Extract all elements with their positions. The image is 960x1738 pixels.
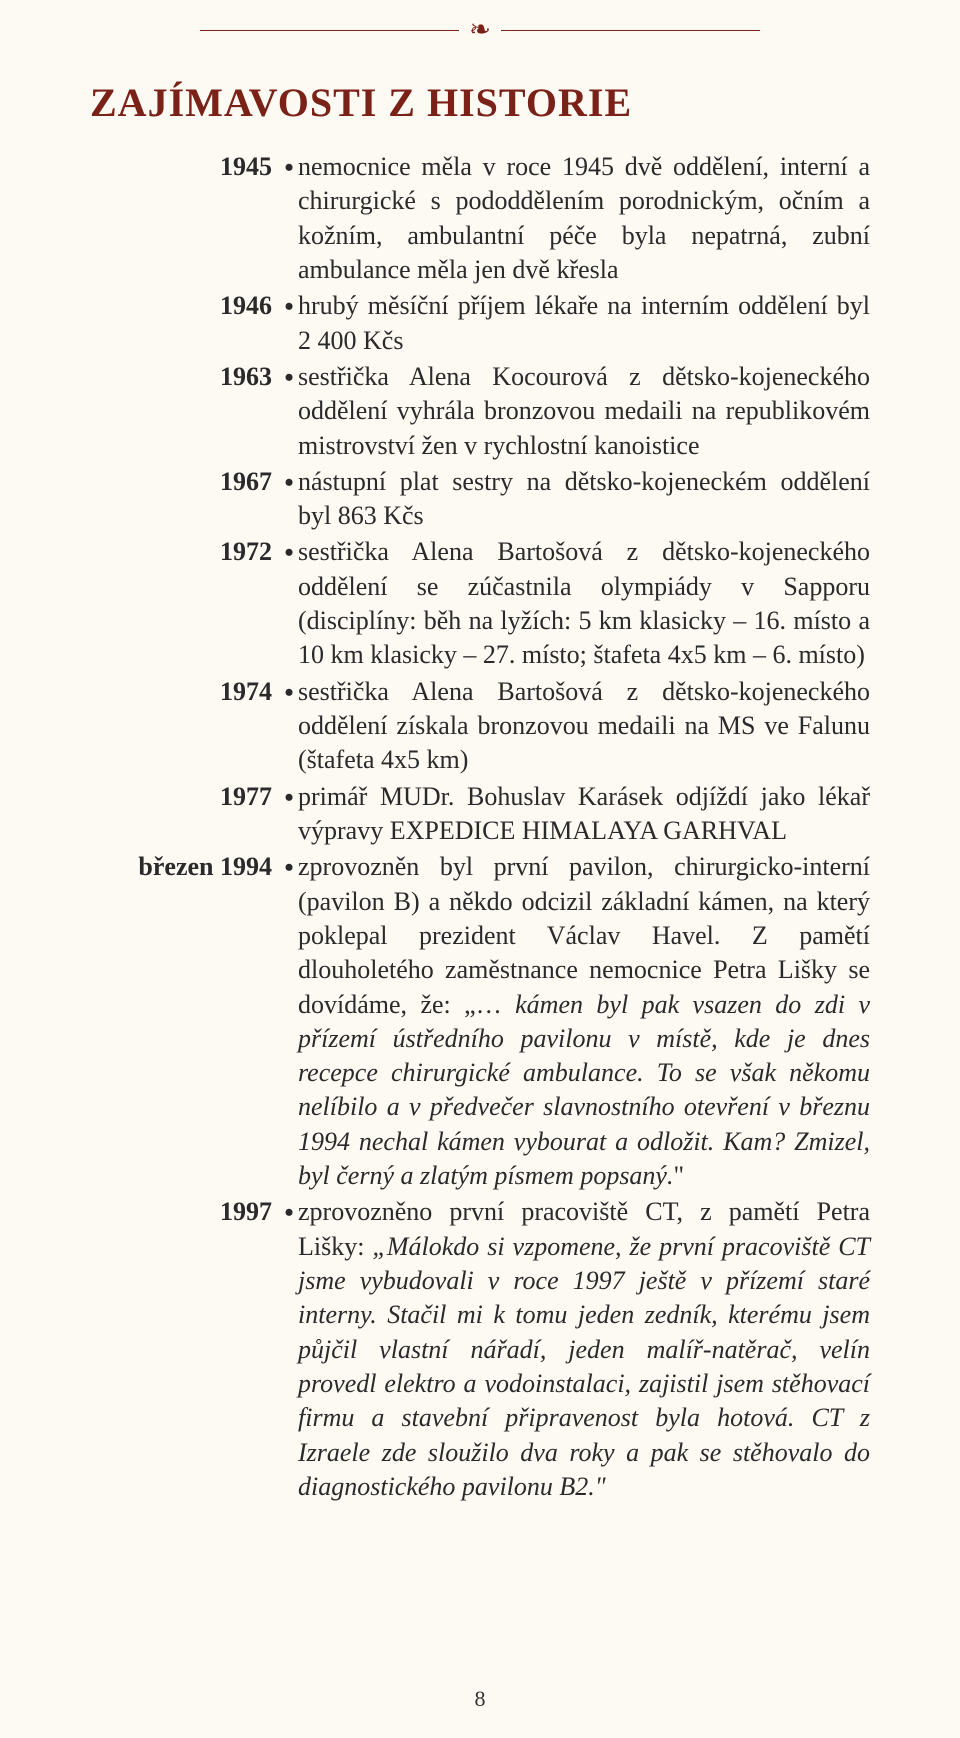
history-entry: 1963 • sestřička Alena Kocourová z dětsk…: [90, 360, 870, 463]
bullet-icon: •: [280, 360, 298, 395]
entry-text: zprovozněno první pracoviště CT, z pamět…: [298, 1195, 870, 1504]
entry-year: 1967: [90, 465, 280, 499]
entry-text: sestřička Alena Kocourová z dětsko-kojen…: [298, 360, 870, 463]
page-number: 8: [0, 1686, 960, 1712]
bullet-icon: •: [280, 535, 298, 570]
entry-text: primář MUDr. Bohuslav Karásek odjíždí ja…: [298, 780, 870, 849]
history-entry: 1972 • sestřička Alena Bartošová z dětsk…: [90, 535, 870, 672]
page-title: ZAJÍMAVOSTI Z HISTORIE: [90, 79, 870, 126]
bullet-icon: •: [280, 289, 298, 324]
history-entry: 1974 • sestřička Alena Bartošová z dětsk…: [90, 675, 870, 778]
entry-year: březen 1994: [90, 850, 280, 884]
entry-text: zprovozněn byl první pavilon, chirurgick…: [298, 850, 870, 1193]
entry-text: sestřička Alena Bartošová z dětsko-kojen…: [298, 535, 870, 672]
entry-year: 1945: [90, 150, 280, 184]
entry-text-italic: „Málokdo si vzpomene, že první pracovišt…: [298, 1232, 870, 1501]
bullet-icon: •: [280, 780, 298, 815]
entry-year: 1972: [90, 535, 280, 569]
history-entry: 1997 • zprovozněno první pracoviště CT, …: [90, 1195, 870, 1504]
entry-year: 1946: [90, 289, 280, 323]
entry-year: 1974: [90, 675, 280, 709]
entry-year: 1977: [90, 780, 280, 814]
bullet-icon: •: [280, 150, 298, 185]
history-entry: 1946 • hrubý měsíční příjem lékaře na in…: [90, 289, 870, 358]
history-entries: 1945 • nemocnice měla v roce 1945 dvě od…: [90, 150, 870, 1504]
entry-text-post: ": [673, 1161, 684, 1190]
history-entry: 1977 • primář MUDr. Bohuslav Karásek odj…: [90, 780, 870, 849]
history-entry: 1967 • nástupní plat sestry na dětsko-ko…: [90, 465, 870, 534]
entry-text: sestřička Alena Bartošová z dětsko-kojen…: [298, 675, 870, 778]
ornament-glyph: ❧: [459, 18, 501, 42]
history-entry: 1945 • nemocnice měla v roce 1945 dvě od…: [90, 150, 870, 287]
bullet-icon: •: [280, 850, 298, 885]
history-entry: březen 1994 • zprovozněn byl první pavil…: [90, 850, 870, 1193]
top-ornament: ❧: [0, 0, 960, 43]
bullet-icon: •: [280, 1195, 298, 1230]
entry-text: hrubý měsíční příjem lékaře na interním …: [298, 289, 870, 358]
bullet-icon: •: [280, 675, 298, 710]
entry-text: nemocnice měla v roce 1945 dvě oddělení,…: [298, 150, 870, 287]
page-body: ZAJÍMAVOSTI Z HISTORIE 1945 • nemocnice …: [0, 43, 960, 1504]
entry-text: nástupní plat sestry na dětsko-kojenecké…: [298, 465, 870, 534]
bullet-icon: •: [280, 465, 298, 500]
entry-year: 1997: [90, 1195, 280, 1229]
entry-text-italic: kámen byl pak vsazen do zdi v přízemí ús…: [298, 990, 870, 1191]
entry-year: 1963: [90, 360, 280, 394]
